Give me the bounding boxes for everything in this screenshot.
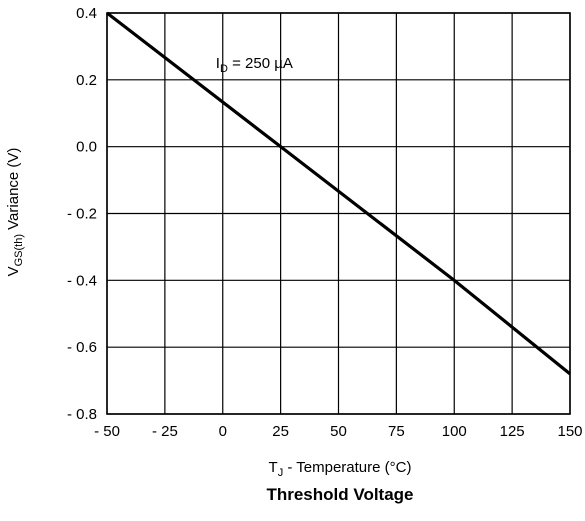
y-tick-labels: 0.4 0.2 0.0 - 0.2 - 0.4 - 0.6 - 0.8 <box>67 5 97 423</box>
x-tick-label: 150 <box>557 423 582 440</box>
plot-frame <box>106 12 571 415</box>
x-tick-label: 50 <box>330 423 347 440</box>
x-tick-label: 125 <box>500 423 525 440</box>
y-tick-label: - 0.6 <box>67 339 97 356</box>
y-tick-label: - 0.2 <box>67 206 97 223</box>
x-tick-label: 75 <box>388 423 405 440</box>
series-layer <box>106 11 572 376</box>
x-axis-title: TJ - Temperature (°C) <box>269 459 412 479</box>
series-line <box>106 11 572 376</box>
y-tick-label: 0.0 <box>76 139 97 156</box>
y-tick-label: 0.2 <box>76 72 97 89</box>
chart-title: Threshold Voltage <box>266 485 413 504</box>
x-tick-labels: - 50 - 25 0 25 50 75 100 125 150 <box>94 423 582 440</box>
y-tick-label: 0.4 <box>76 5 97 22</box>
x-tick-label: - 50 <box>94 423 120 440</box>
x-tick-label: 25 <box>272 423 289 440</box>
y-axis-title: VGS(th) Variance (V) <box>5 148 25 277</box>
x-tick-label: 0 <box>219 423 227 440</box>
y-tick-label: - 0.8 <box>67 406 97 423</box>
x-tick-label: 100 <box>442 423 467 440</box>
x-tick-label: - 25 <box>152 423 178 440</box>
grid <box>106 12 571 415</box>
y-tick-label: - 0.4 <box>67 272 97 289</box>
current-annotation: ID = 250 µA <box>216 55 293 75</box>
